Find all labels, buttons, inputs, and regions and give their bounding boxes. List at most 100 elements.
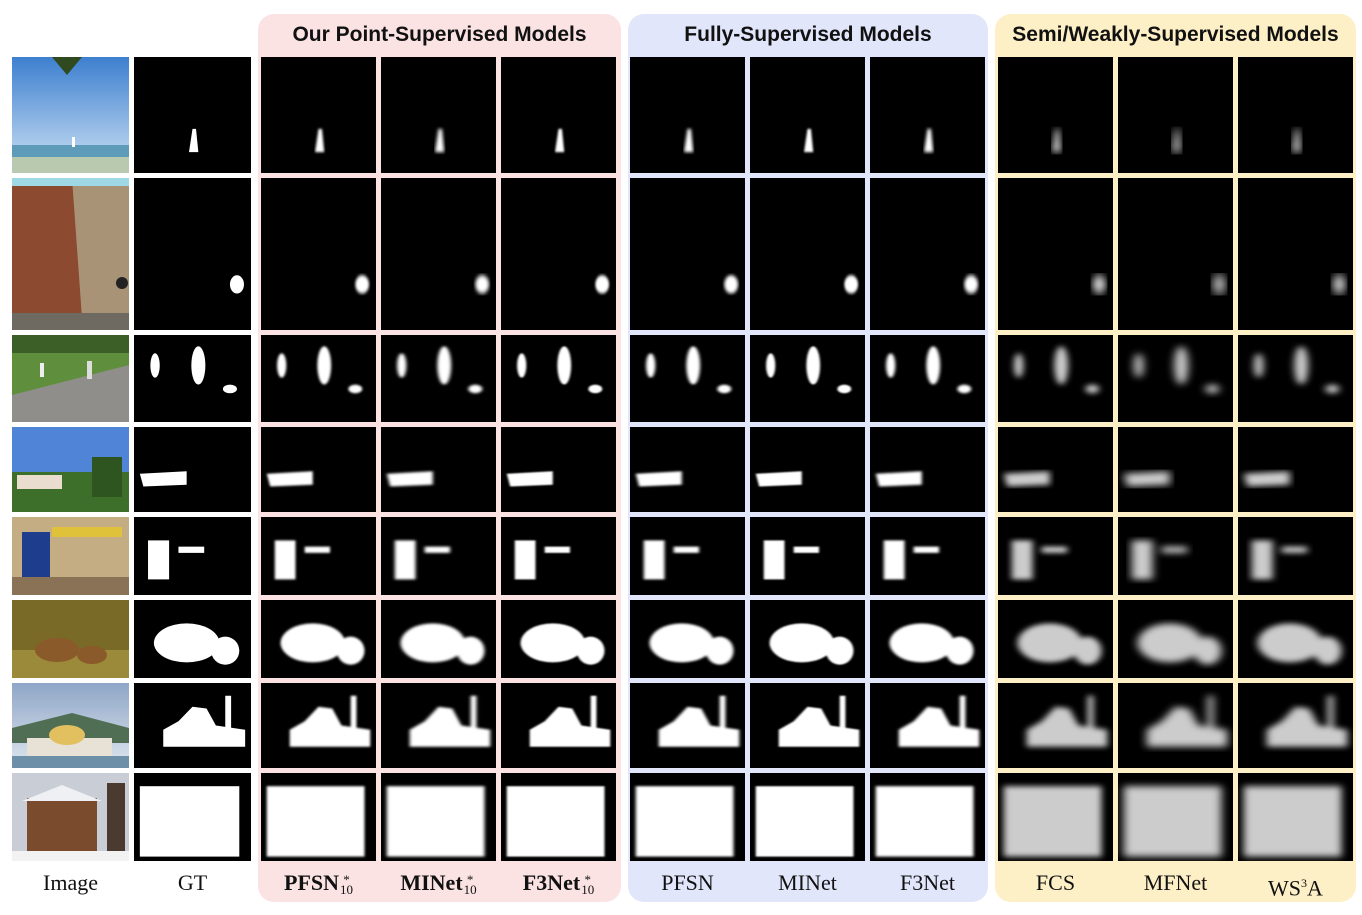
saliency-map-ws3a-row-6: [1238, 600, 1353, 678]
saliency-map-pfsn10-row-3: [261, 335, 376, 422]
saliency-map-gt-row-5: [134, 517, 251, 595]
saliency-map-minet-row-7: [750, 683, 865, 768]
saliency-map-gt-row-3: [134, 335, 251, 422]
saliency-map-mfnet-row-7: [1118, 683, 1233, 768]
saliency-map-mfnet-row-6: [1118, 600, 1233, 678]
saliency-map-pfsn-row-4: [630, 427, 745, 512]
saliency-map-minet10-row-8: [381, 773, 496, 861]
saliency-map-f3net-row-7: [870, 683, 985, 768]
input-photo-park-path: [12, 335, 129, 422]
column-label-mfnet: MFNet: [1143, 870, 1208, 895]
saliency-map-minet-row-1: [750, 57, 865, 173]
saliency-map-fcs-row-3: [998, 335, 1113, 422]
saliency-map-minet10-row-7: [381, 683, 496, 768]
saliency-map-f3net-row-4: [870, 427, 985, 512]
column-label-pfsn10: PFSN * 10: [284, 870, 353, 897]
column-label-image: Image: [43, 870, 98, 895]
input-photo-brick-wall: [12, 178, 129, 330]
column-label-pfsn: PFSN: [661, 870, 714, 895]
input-photo-mall: [12, 517, 129, 595]
column-label-fcs: FCS: [1035, 870, 1076, 895]
saliency-map-f3net10-row-2: [501, 178, 616, 330]
saliency-map-pfsn10-row-8: [261, 773, 376, 861]
column-label-f3net10: F3Net * 10: [522, 870, 595, 897]
column-label-gt: GT: [177, 870, 208, 895]
saliency-map-pfsn-row-1: [630, 57, 745, 173]
saliency-map-gt-row-7: [134, 683, 251, 768]
saliency-map-mfnet-row-5: [1118, 517, 1233, 595]
saliency-map-minet-row-2: [750, 178, 865, 330]
saliency-map-f3net10-row-6: [501, 600, 616, 678]
saliency-map-f3net10-row-5: [501, 517, 616, 595]
saliency-map-pfsn-row-6: [630, 600, 745, 678]
saliency-map-f3net10-row-8: [501, 773, 616, 861]
saliency-map-gt-row-4: [134, 427, 251, 512]
saliency-map-minet10-row-5: [381, 517, 496, 595]
saliency-map-minet10-row-4: [381, 427, 496, 512]
column-label-minet: MINet: [778, 870, 837, 895]
saliency-map-f3net-row-6: [870, 600, 985, 678]
saliency-map-pfsn10-row-5: [261, 517, 376, 595]
saliency-map-f3net-row-8: [870, 773, 985, 861]
saliency-map-f3net10-row-1: [501, 57, 616, 173]
saliency-map-pfsn10-row-7: [261, 683, 376, 768]
saliency-map-pfsn10-row-2: [261, 178, 376, 330]
saliency-map-f3net10-row-7: [501, 683, 616, 768]
saliency-map-gt-row-2: [134, 178, 251, 330]
saliency-map-fcs-row-4: [998, 427, 1113, 512]
column-label-ws3a: WS3A: [1268, 875, 1323, 901]
saliency-map-minet-row-8: [750, 773, 865, 861]
saliency-map-f3net-row-3: [870, 335, 985, 422]
saliency-map-pfsn10-row-1: [261, 57, 376, 173]
fully-supervised-heading: Fully-Supervised Models: [684, 23, 932, 46]
saliency-map-ws3a-row-2: [1238, 178, 1353, 330]
saliency-map-ws3a-row-4: [1238, 427, 1353, 512]
saliency-map-fcs-row-2: [998, 178, 1113, 330]
input-photo-sea-boat: [12, 57, 129, 173]
saliency-map-pfsn-row-5: [630, 517, 745, 595]
saliency-map-minet10-row-6: [381, 600, 496, 678]
saliency-map-gt-row-8: [134, 773, 251, 861]
input-photo-deer: [12, 600, 129, 678]
input-photo-resort: [12, 427, 129, 512]
saliency-map-f3net10-row-3: [501, 335, 616, 422]
semi-weakly-supervised-heading: Semi/Weakly-Supervised Models: [1012, 23, 1339, 46]
saliency-map-minet-row-3: [750, 335, 865, 422]
input-photo-mosque: [12, 683, 129, 768]
column-label-minet10: MINet * 10: [400, 870, 477, 897]
saliency-map-minet-row-4: [750, 427, 865, 512]
saliency-map-f3net10-row-4: [501, 427, 616, 512]
saliency-map-ws3a-row-7: [1238, 683, 1353, 768]
saliency-map-fcs-row-1: [998, 57, 1113, 173]
saliency-map-f3net-row-1: [870, 57, 985, 173]
saliency-map-mfnet-row-2: [1118, 178, 1233, 330]
saliency-map-pfsn-row-7: [630, 683, 745, 768]
saliency-map-pfsn-row-3: [630, 335, 745, 422]
saliency-map-mfnet-row-4: [1118, 427, 1233, 512]
saliency-map-ws3a-row-8: [1238, 773, 1353, 861]
saliency-map-f3net-row-5: [870, 517, 985, 595]
saliency-map-minet10-row-3: [381, 335, 496, 422]
saliency-map-pfsn-row-8: [630, 773, 745, 861]
saliency-map-minet10-row-2: [381, 178, 496, 330]
saliency-map-fcs-row-6: [998, 600, 1113, 678]
saliency-map-mfnet-row-3: [1118, 335, 1233, 422]
column-label-f3net: F3Net: [900, 870, 955, 895]
saliency-map-mfnet-row-8: [1118, 773, 1233, 861]
saliency-map-fcs-row-8: [998, 773, 1113, 861]
saliency-map-minet10-row-1: [381, 57, 496, 173]
saliency-map-minet-row-6: [750, 600, 865, 678]
saliency-map-ws3a-row-5: [1238, 517, 1353, 595]
saliency-map-ws3a-row-3: [1238, 335, 1353, 422]
input-photo-cabin: [12, 773, 129, 861]
saliency-map-minet-row-5: [750, 517, 865, 595]
saliency-map-f3net-row-2: [870, 178, 985, 330]
saliency-map-pfsn-row-2: [630, 178, 745, 330]
saliency-map-fcs-row-7: [998, 683, 1113, 768]
saliency-map-ws3a-row-1: [1238, 57, 1353, 173]
saliency-map-gt-row-1: [134, 57, 251, 173]
saliency-map-pfsn10-row-4: [261, 427, 376, 512]
saliency-map-mfnet-row-1: [1118, 57, 1233, 173]
saliency-map-fcs-row-5: [998, 517, 1113, 595]
saliency-map-gt-row-6: [134, 600, 251, 678]
